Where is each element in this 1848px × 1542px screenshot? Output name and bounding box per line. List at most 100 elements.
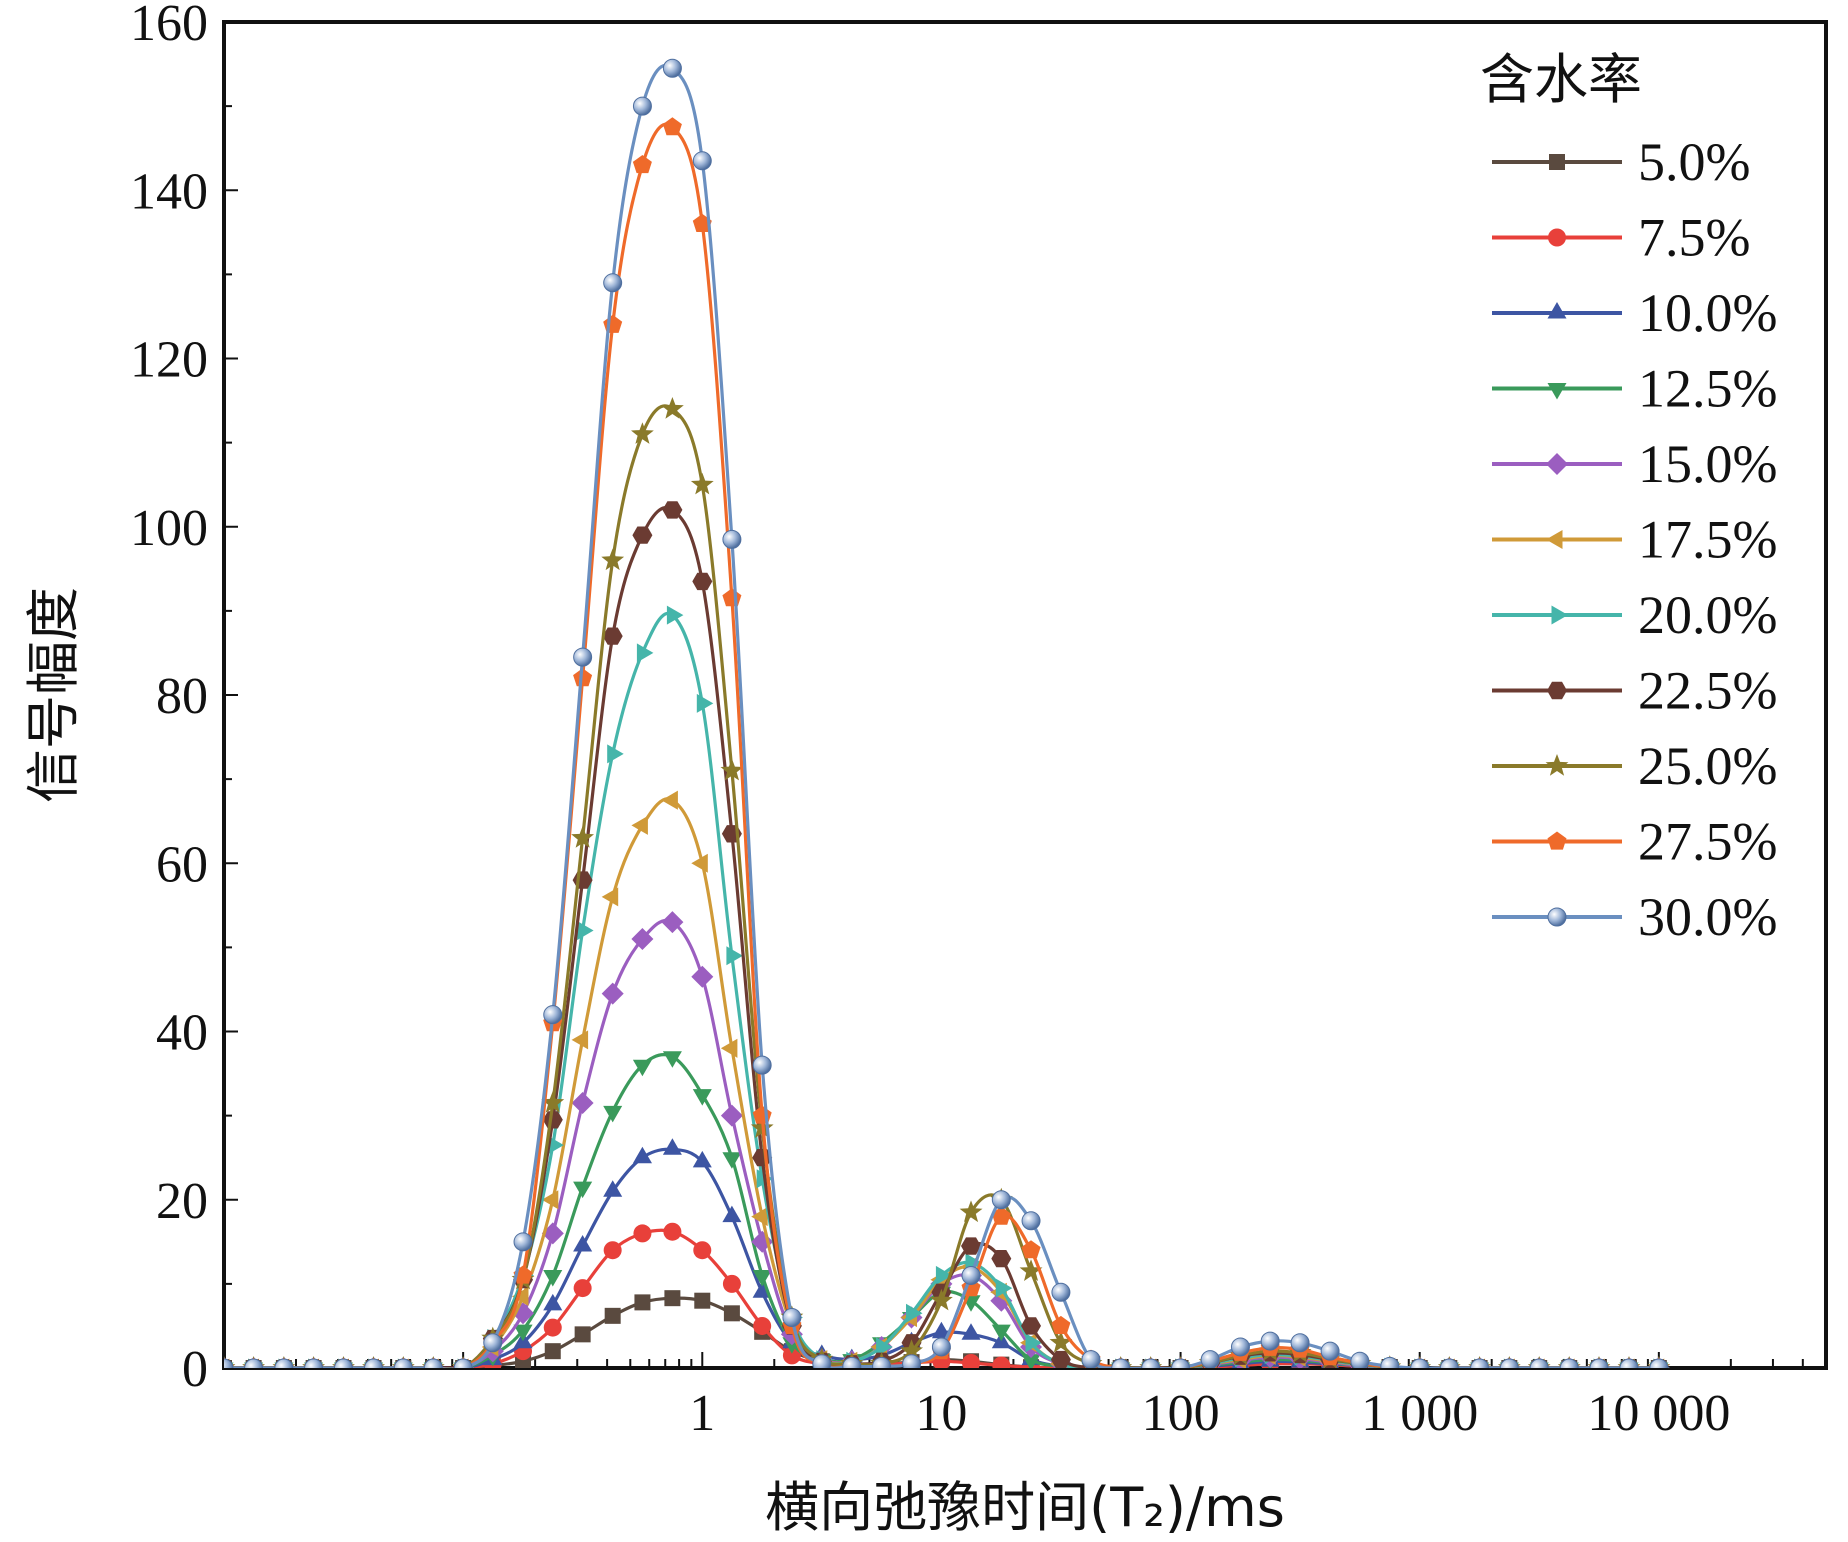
data-point [603,273,623,293]
data-point [541,1190,559,1210]
legend-item: 20.0% [1492,585,1777,645]
legend-marker [1548,228,1566,247]
data-point [692,1150,712,1168]
data-point [607,744,624,764]
data-point [633,1224,652,1243]
y-tick-label: 0 [182,1341,208,1398]
data-point [692,1089,712,1106]
y-tick-label: 100 [130,500,208,557]
legend-item: 12.5% [1492,359,1777,419]
data-point [577,921,594,941]
legend-marker [1547,681,1567,700]
data-point [632,1059,652,1077]
data-point [573,1279,592,1298]
data-point [393,1358,413,1368]
legend-item: 7.5% [1492,208,1750,268]
series-line [224,63,1659,1368]
data-point [666,605,684,625]
data-point [722,1205,742,1223]
legend-marker [1545,754,1569,776]
data-point [571,1092,594,1114]
data-point [1021,1240,1041,1259]
data-point [631,815,648,835]
series-22.5% [224,501,1669,1368]
legend-marker [1547,383,1567,400]
data-point [1619,1358,1639,1368]
data-point [1260,1331,1280,1351]
data-point [753,1316,772,1335]
data-point [1649,1358,1669,1368]
plot-frame [222,20,1828,1370]
data-point [782,1346,801,1365]
data-point [602,627,623,645]
data-point [224,1358,234,1368]
data-point [541,1091,565,1113]
data-point [961,1323,981,1340]
data-point [662,58,682,78]
data-point [1111,1358,1131,1368]
data-point [961,1265,981,1285]
data-point [696,693,714,713]
data-point [1529,1358,1549,1368]
data-point [244,1358,264,1368]
series-15.0% [224,911,1670,1368]
x-tick-label: 10 [915,1385,967,1442]
legend-label: 12.5% [1638,359,1777,419]
data-point [1049,1330,1073,1353]
data-point [1050,1350,1071,1368]
legend-marker [1551,605,1568,625]
legend-label: 30.0% [1638,887,1777,947]
data-point [632,155,652,174]
data-point [722,1152,742,1169]
legend-label: 15.0% [1638,434,1777,494]
legend-marker [1546,453,1568,475]
series-line [224,611,1659,1368]
legend-label: 20.0% [1638,585,1777,645]
data-point [663,1222,682,1241]
data-point [543,1318,562,1337]
legend-marker [1547,907,1567,927]
data-point [812,1354,832,1368]
data-point [333,1358,353,1368]
data-point [661,397,684,419]
data-point [902,1354,922,1368]
data-point [930,1288,953,1311]
legend-title: 含水率 [1480,48,1642,111]
y-axis-title: 信号幅度 [22,587,85,803]
data-point [782,1308,802,1328]
legend-item: 25.0% [1492,736,1777,796]
data-point [601,548,625,571]
data-point [1290,1333,1310,1353]
legend-item: 10.0% [1492,283,1777,343]
legend-label: 25.0% [1638,736,1777,796]
data-point [573,1235,593,1252]
legend-label: 5.0% [1638,132,1750,192]
data-point [1439,1358,1459,1368]
data-point [935,1265,953,1285]
y-tick-label: 120 [130,332,208,389]
data-point [1230,1337,1250,1357]
data-point [543,1270,563,1287]
legend-item: 27.5% [1492,812,1777,872]
data-point [1081,1350,1101,1368]
data-point [991,1250,1012,1268]
data-point [423,1358,443,1368]
data-point [723,1305,740,1322]
data-point [1141,1358,1161,1368]
data-point [842,1356,862,1368]
data-point [722,588,742,607]
data-point [543,1293,563,1311]
data-point [1470,1358,1490,1368]
data-point [632,96,652,116]
data-point [513,1324,533,1342]
x-axis-title: 横向弛豫时间(T₂)/ms [765,1476,1285,1539]
legend-label: 27.5% [1638,812,1777,872]
series-27.5% [224,117,1669,1368]
data-point [690,472,714,495]
data-point [661,911,684,934]
data-point [961,1237,981,1255]
data-point [1499,1358,1519,1368]
data-point [662,1051,682,1068]
data-point [364,1358,384,1368]
data-point [1320,1341,1340,1361]
